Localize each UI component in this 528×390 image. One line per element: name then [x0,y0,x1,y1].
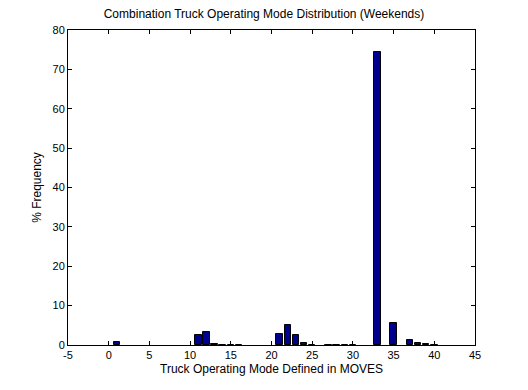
svg-text:40: 40 [53,181,65,193]
svg-text:50: 50 [53,142,65,154]
svg-text:20: 20 [265,349,277,361]
svg-text:Truck Operating Mode Defined i: Truck Operating Mode Defined in MOVES [160,362,383,376]
svg-text:35: 35 [387,349,399,361]
svg-text:-5: -5 [63,349,73,361]
svg-text:20: 20 [53,260,65,272]
svg-text:80: 80 [53,24,65,36]
svg-text:70: 70 [53,63,65,75]
svg-text:30: 30 [347,349,359,361]
svg-text:15: 15 [225,349,237,361]
svg-text:% Frequency: % Frequency [30,152,44,223]
svg-text:25: 25 [306,349,318,361]
svg-text:0: 0 [59,339,65,351]
svg-text:45: 45 [469,349,481,361]
svg-text:60: 60 [53,103,65,115]
svg-text:10: 10 [53,299,65,311]
svg-text:40: 40 [428,349,440,361]
svg-text:Combination Truck Operating Mo: Combination Truck Operating Mode Distrib… [104,7,425,21]
svg-text:30: 30 [53,221,65,233]
svg-text:5: 5 [146,349,152,361]
svg-text:0: 0 [106,349,112,361]
svg-text:10: 10 [184,349,196,361]
